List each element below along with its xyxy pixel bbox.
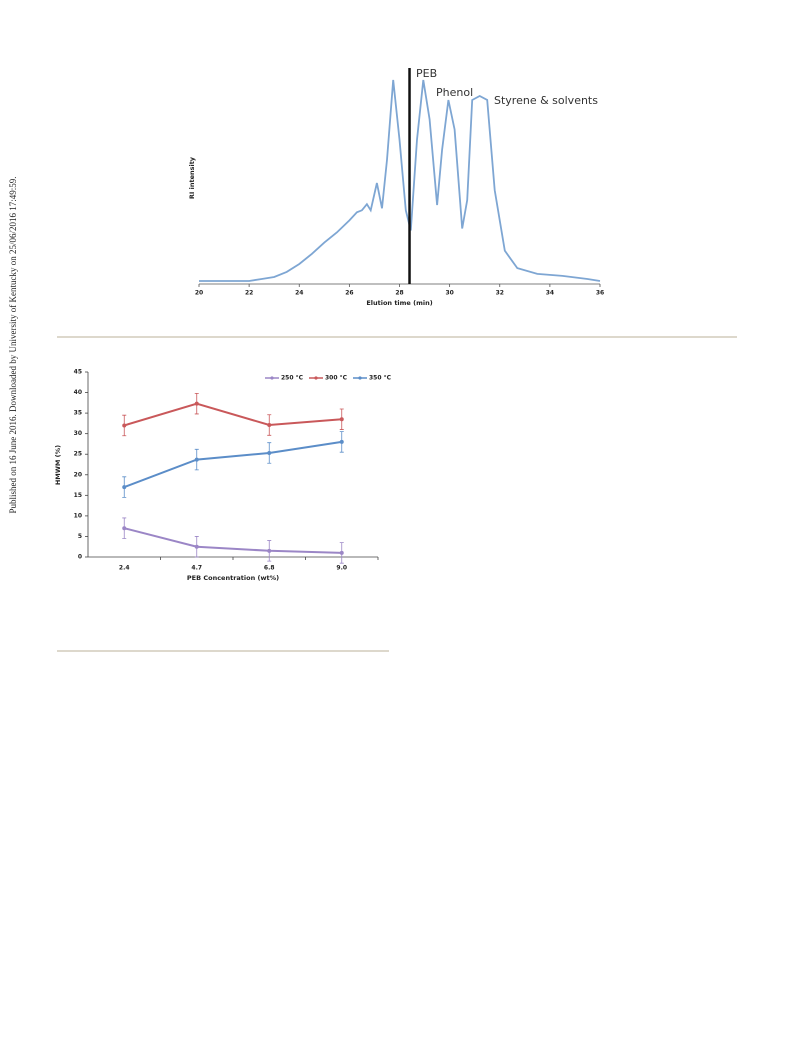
y-tick-label: 35 — [74, 410, 82, 417]
y-tick-label: 20 — [74, 471, 82, 478]
x-tick-label: 36 — [596, 290, 604, 297]
point — [194, 544, 199, 549]
series-line — [123, 402, 342, 427]
legend-label: 350 °C — [369, 375, 392, 382]
x-tick-label: 20 — [195, 290, 203, 297]
point — [122, 526, 127, 531]
y-axis-label: HMWM (%) — [54, 445, 62, 485]
y-tick-label: 15 — [74, 492, 82, 499]
x-tick-label: 22 — [245, 290, 253, 297]
point — [122, 423, 127, 428]
x-tick-label: 24 — [295, 290, 303, 297]
point — [267, 548, 272, 553]
x-tick-label: 9.0 — [336, 565, 347, 572]
x-axis-label: Elution time (min) — [366, 299, 432, 307]
legend-label: 250 °C — [281, 375, 304, 382]
annotation: Styrene & solvents — [494, 94, 598, 107]
annotation: Phenol — [436, 86, 473, 99]
legend-swatch — [270, 376, 274, 380]
x-tick-label: 26 — [345, 290, 353, 297]
y-tick-label: 0 — [78, 554, 82, 561]
x-tick-label: 28 — [395, 290, 403, 297]
y-tick-label: 10 — [74, 512, 82, 519]
point — [194, 457, 199, 462]
x-tick-label: 32 — [496, 290, 504, 297]
y-tick-label: 30 — [74, 430, 82, 437]
x-tick-label: 34 — [546, 290, 554, 297]
x-tick-label: 6.8 — [264, 565, 275, 572]
y-tick-label: 25 — [74, 451, 82, 458]
series-line — [123, 440, 342, 489]
point — [339, 550, 344, 555]
point — [339, 417, 344, 422]
y-tick-label: 5 — [78, 533, 82, 540]
point — [339, 439, 344, 444]
y-axis-label: RI intensity — [188, 156, 196, 199]
legend-swatch — [314, 376, 318, 380]
x-tick-label: 4.7 — [191, 565, 202, 572]
series-line — [124, 527, 342, 554]
side-note: Published on 16 June 2016. Downloaded by… — [8, 177, 18, 514]
x-axis-label: PEB Concentration (wt%) — [187, 574, 279, 582]
legend-label: 300 °C — [325, 375, 348, 382]
x-tick-label: 2.4 — [119, 565, 130, 572]
point — [267, 423, 272, 428]
point — [122, 485, 127, 490]
legend-swatch — [358, 376, 362, 380]
x-tick-label: 30 — [445, 290, 453, 297]
y-tick-label: 45 — [74, 369, 82, 376]
annotation: PEB — [416, 67, 437, 80]
point — [267, 450, 272, 455]
point — [194, 401, 199, 406]
y-tick-label: 40 — [74, 389, 82, 396]
trace — [199, 79, 601, 282]
